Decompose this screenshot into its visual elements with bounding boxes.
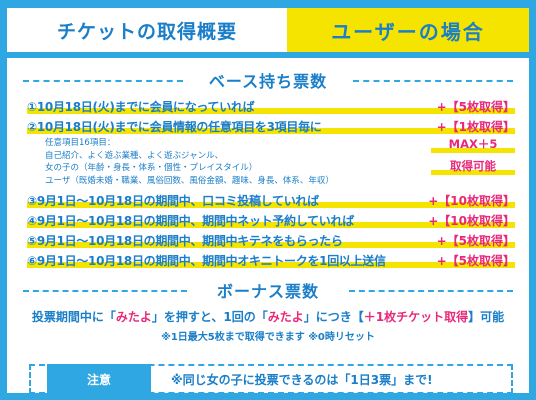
base-item-text: ⑤9月1日～10月18日の期間中、期間中キテネをもらったら bbox=[27, 234, 343, 248]
base-item-reward: +【10枚取得】 bbox=[428, 194, 515, 208]
base-item-text: ③9月1日～10月18日の期間中、口コミ投稿していれば bbox=[27, 194, 319, 208]
base-item-reward: +【5枚取得】 bbox=[436, 100, 515, 114]
base-item-reward: +【1枚取得】 bbox=[436, 120, 515, 134]
base-section-title: ベース持ち票数 bbox=[208, 72, 328, 91]
base-item-text: ②10月18日(火)までに会員情報の任意項目を3項目毎に bbox=[27, 120, 322, 134]
base-item-4: ④9月1日～10月18日の期間中、期間中ネット予約していれば +【10枚取得】 bbox=[27, 212, 515, 228]
user-case-label: ユーザーの場合 bbox=[287, 8, 529, 52]
max-plus-five: MAX＋5 bbox=[448, 137, 498, 151]
divider-left bbox=[23, 290, 187, 292]
notice-label: 注意 bbox=[47, 364, 151, 394]
base-item-reward: +【5枚取得】 bbox=[436, 254, 515, 268]
bonus-description: 投票期間中に「みたよ」を押すと、1回の「みたよ」につき【＋1枚チケット取得】可能 bbox=[31, 310, 505, 324]
base-item-text: ⑥9月1日～10月18日の期間中、期間中オキニトークを1回以上送信 bbox=[27, 254, 386, 268]
bonus-section-title: ボーナス票数 bbox=[216, 282, 319, 301]
base-item-text: ①10月18日(火)までに会員になっていれば bbox=[27, 100, 255, 114]
detail-line: 自己紹介、よく遊ぶ業種、よく遊ぶジャンル、 bbox=[45, 150, 224, 161]
base-item-5: ⑤9月1日～10月18日の期間中、期間中キテネをもらったら +【5枚取得】 bbox=[27, 232, 515, 248]
detail-line: 任意項目16項目： bbox=[45, 138, 116, 148]
detail-line: 女の子の（年齢・身長・体系・個性・プレイスタイル） bbox=[45, 163, 258, 174]
divider-right bbox=[353, 80, 513, 82]
page-title: チケットの取得概要 bbox=[7, 8, 287, 52]
notice-text: ※同じ女の子に投票できるのは「1日3票」まで! bbox=[171, 373, 433, 387]
bonus-note: ※1日最大5枚まで取得できます ※0時リセット bbox=[161, 332, 375, 343]
detail-line: ユーザ（既婚未婚・職業、風俗回数、風俗金額、趣味、身長、体系、年収） bbox=[45, 175, 334, 186]
header-divider bbox=[7, 52, 529, 58]
base-item-3: ③9月1日～10月18日の期間中、口コミ投稿していれば +【10枚取得】 bbox=[27, 192, 515, 208]
base-item-6: ⑥9月1日～10月18日の期間中、期間中オキニトークを1回以上送信 +【5枚取得… bbox=[27, 252, 515, 268]
max-available: 取得可能 bbox=[450, 159, 496, 173]
base-item-2: ②10月18日(火)までに会員情報の任意項目を3項目毎に +【1枚取得】 bbox=[27, 118, 515, 134]
base-item-reward: +【10枚取得】 bbox=[428, 214, 515, 228]
notice-box: 注意 ※同じ女の子に投票できるのは「1日3票」まで! bbox=[29, 364, 513, 394]
base-item-text: ④9月1日～10月18日の期間中、期間中ネット予約していれば bbox=[27, 214, 354, 228]
base-item-1: ①10月18日(火)までに会員になっていれば +【5枚取得】 bbox=[27, 98, 515, 114]
divider-left bbox=[23, 80, 183, 82]
header: チケットの取得概要 ユーザーの場合 bbox=[7, 8, 529, 52]
divider-right bbox=[349, 290, 513, 292]
base-item-reward: +【5枚取得】 bbox=[436, 234, 515, 248]
